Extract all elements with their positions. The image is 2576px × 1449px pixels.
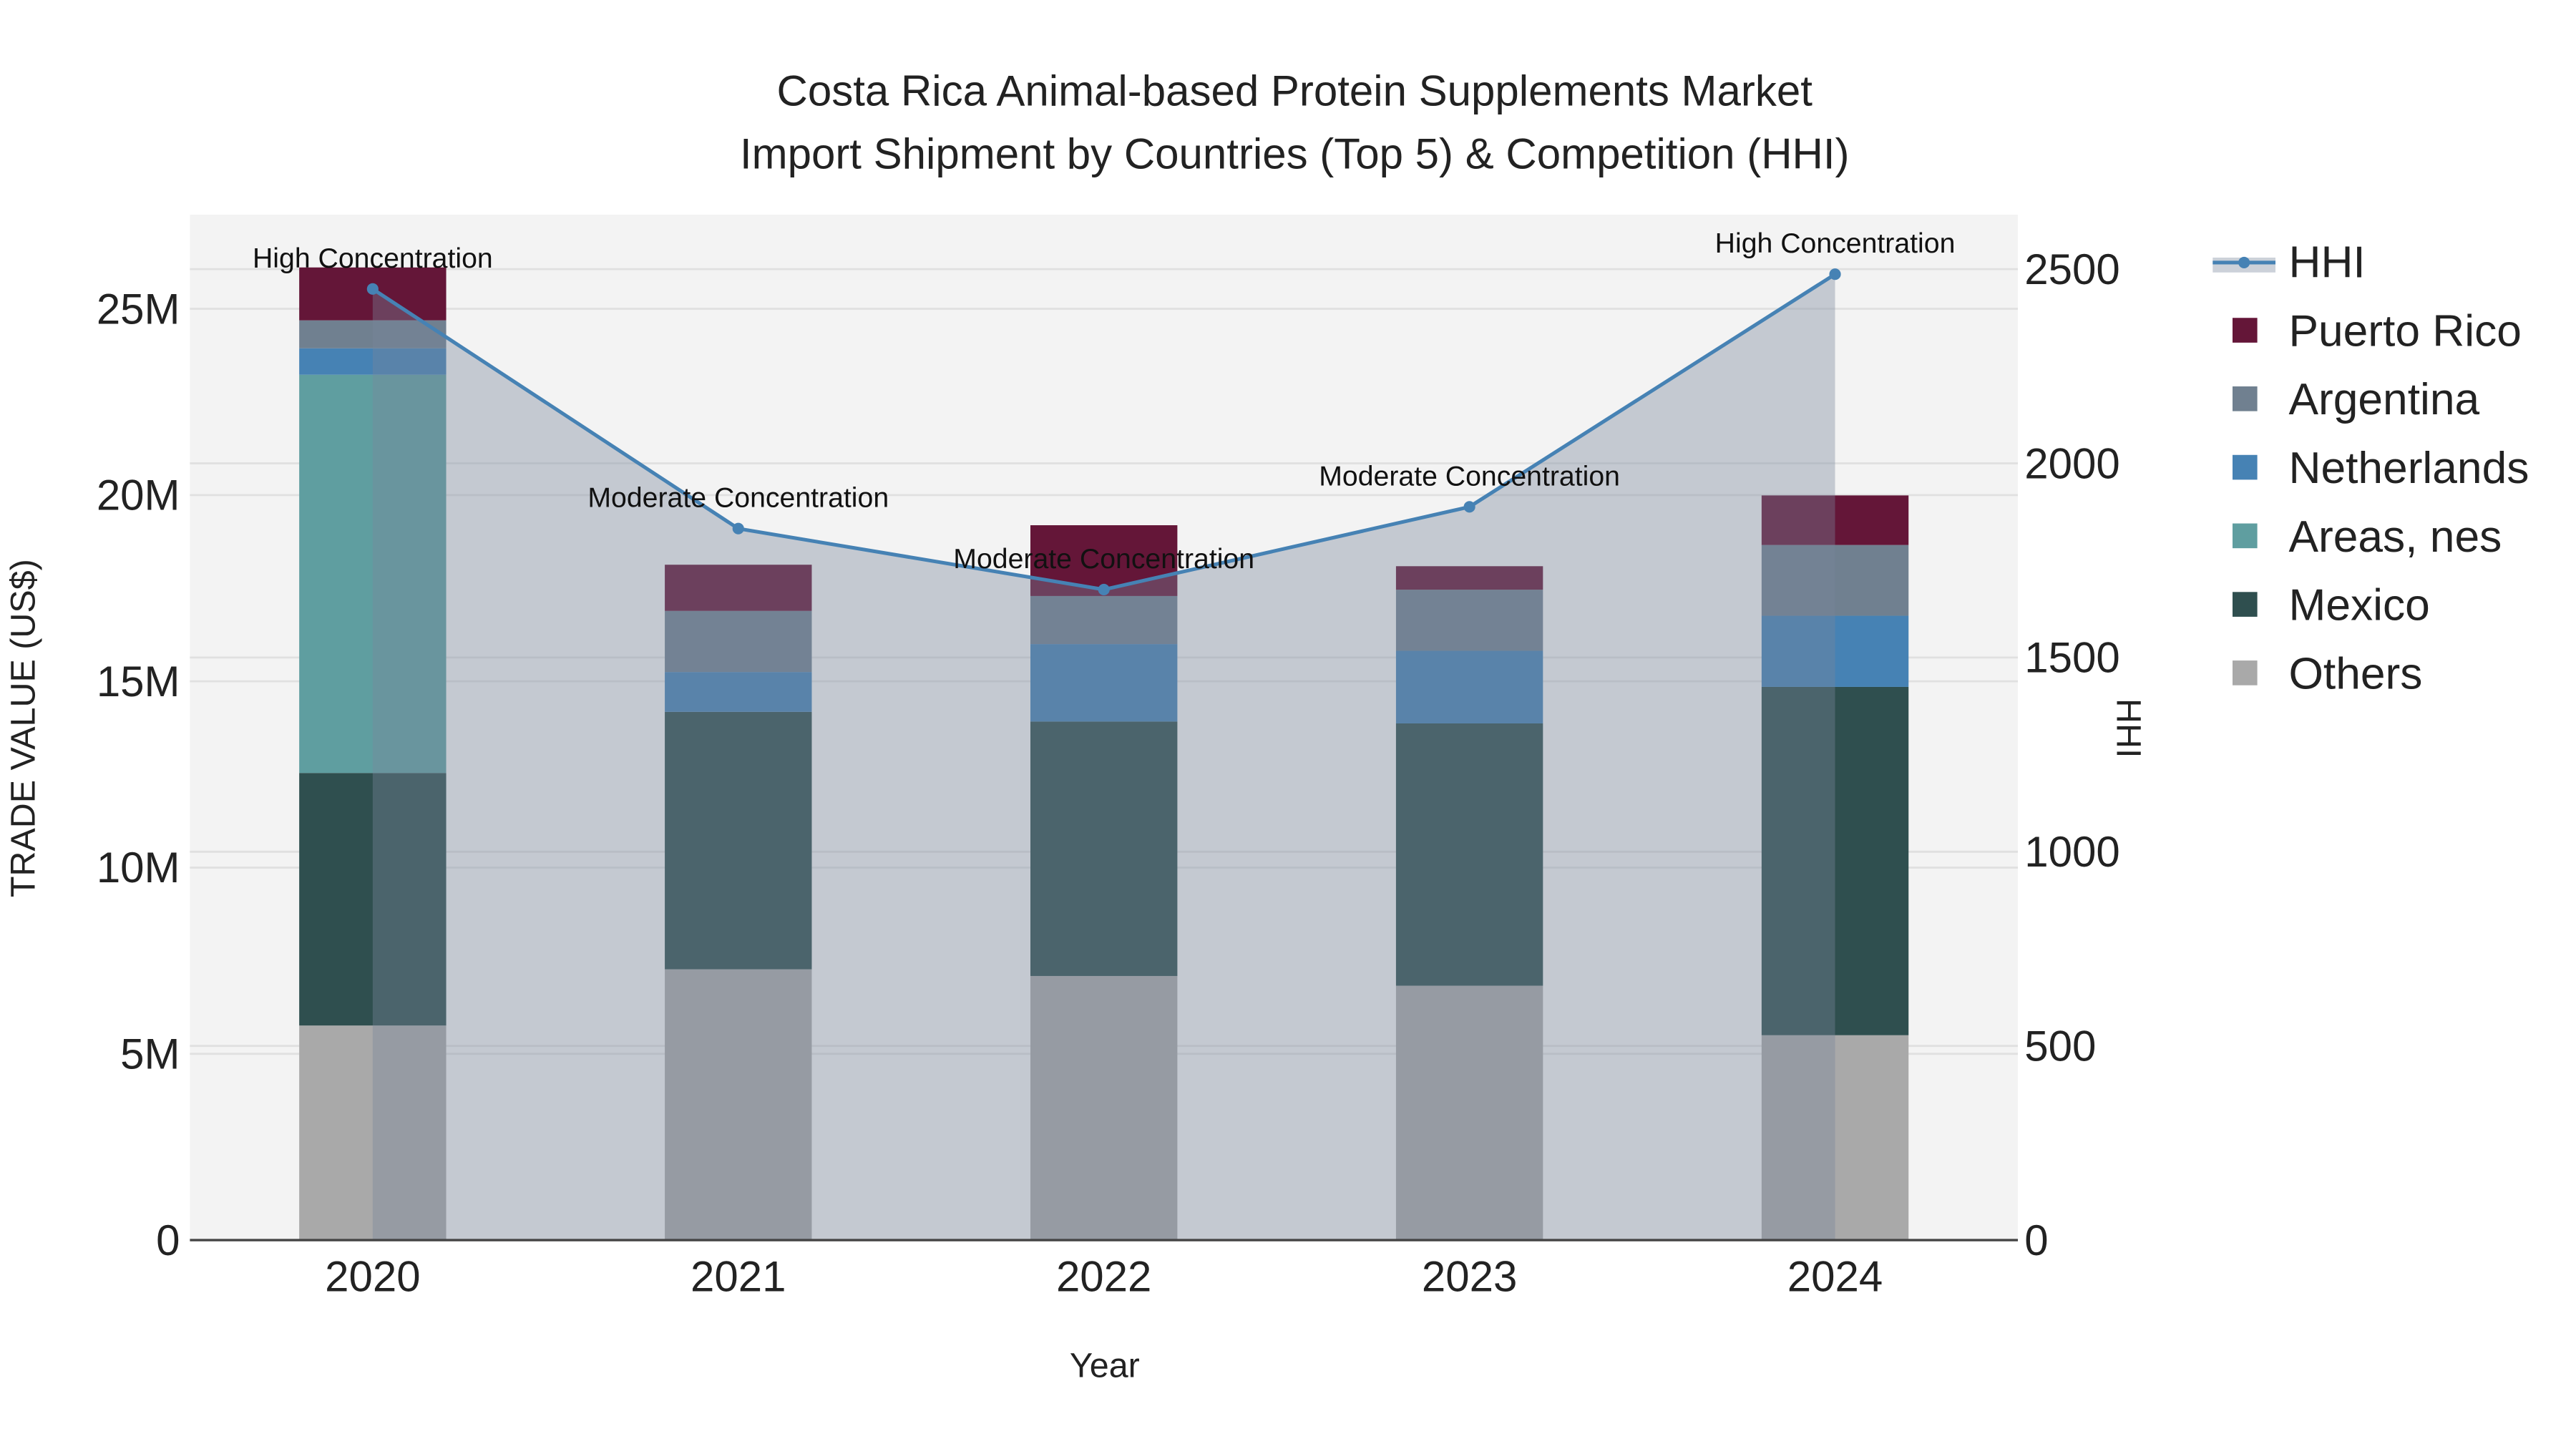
hhi-point-2024: [1829, 268, 1841, 280]
bar-puerto-rico-2023: [1395, 566, 1543, 590]
y2-tick-label: 0: [2024, 1216, 2048, 1264]
y-axis-label: TRADE VALUE (US$): [4, 559, 42, 897]
legend-label-hhi: HHI: [2288, 238, 2365, 288]
bar-others-2021: [665, 969, 812, 1241]
hhi-annotation-2024: High Concentration: [1715, 228, 1956, 259]
y-tick-label: 15M: [97, 658, 180, 706]
y-tick-label: 0: [156, 1216, 180, 1264]
bar-netherlands-2022: [1030, 644, 1178, 722]
hhi-point-2020: [366, 283, 379, 295]
legend-swatch-others: [2233, 660, 2258, 686]
x-axis-label: Year: [1070, 1347, 1140, 1385]
y-tick-label: 25M: [97, 285, 180, 333]
hhi-point-2023: [1463, 501, 1475, 513]
bar-mexico-2021: [665, 711, 812, 970]
bar-mexico-2020: [299, 773, 447, 1026]
hhi-series: High Concentration Moderate Concentration…: [253, 228, 1956, 1241]
bar-argentina-2024: [1761, 545, 1909, 616]
y-tick-label: 20M: [97, 472, 180, 519]
hhi-annotation-2023: Moderate Concentration: [1319, 460, 1620, 492]
bar-mexico-2023: [1395, 723, 1543, 986]
hhi-area: [372, 274, 1835, 1241]
legend: HHI Puerto Rico Argentina Netherlands Areas,…: [2212, 238, 2529, 698]
y-tick-label: 10M: [97, 844, 180, 892]
hhi-point-2022: [1098, 583, 1110, 596]
bar-argentina-2020: [299, 320, 447, 348]
bar-others-2020: [299, 1025, 447, 1241]
bars: [299, 267, 1909, 1241]
hhi-annotation-2022: Moderate Concentration: [953, 543, 1254, 575]
legend-label-puerto-rico: Puerto Rico: [2288, 306, 2521, 356]
legend-swatch-netherlands: [2233, 454, 2258, 480]
bar-netherlands-2020: [299, 348, 447, 375]
y2-tick-label: 1500: [2024, 634, 2119, 682]
legend-label-argentina: Argentina: [2288, 375, 2479, 424]
bar-others-2024: [1761, 1035, 1909, 1241]
legend-hhi-marker: [2238, 256, 2250, 268]
hhi-point-2021: [732, 522, 744, 535]
bar-puerto-rico-2024: [1761, 495, 1909, 545]
x-tick-label: 2021: [691, 1253, 786, 1301]
x-tick-label: 2022: [1056, 1253, 1151, 1301]
bar-argentina-2022: [1030, 595, 1178, 645]
y-tick-label: 5M: [120, 1030, 180, 1078]
x-tick-label: 2023: [1422, 1253, 1517, 1301]
bar-argentina-2021: [665, 610, 812, 673]
hhi-annotation-2021: Moderate Concentration: [587, 482, 889, 514]
y2-axis-label: HHI: [2109, 698, 2147, 758]
bar-netherlands-2023: [1395, 650, 1543, 723]
x-tick-label: 2020: [325, 1253, 420, 1301]
bar-areas-nes-2020: [299, 374, 447, 774]
legend-swatch-argentina: [2233, 386, 2258, 411]
bar-others-2023: [1395, 985, 1543, 1241]
tick-labels: 0 5M 10M 15M 20M 25M 0 500 1000 1500 2000 2500 2020 2…: [97, 245, 2120, 1301]
bar-puerto-rico-2021: [665, 565, 812, 611]
bar-argentina-2023: [1395, 590, 1543, 651]
bar-netherlands-2024: [1761, 615, 1909, 687]
legend-swatch-mexico: [2233, 592, 2258, 617]
bar-netherlands-2021: [665, 672, 812, 712]
x-tick-label: 2024: [1787, 1253, 1883, 1301]
bar-others-2022: [1030, 975, 1178, 1241]
legend-swatch-puerto-rico: [2233, 318, 2258, 343]
bar-mexico-2024: [1761, 686, 1909, 1035]
legend-label-areas-nes: Areas, nes: [2288, 512, 2502, 562]
legend-label-others: Others: [2288, 649, 2422, 698]
chart-title-line2: Import Shipment by Countries (Top 5) & C…: [740, 130, 1850, 177]
chart-title-line1: Costa Rica Animal-based Protein Suppleme…: [777, 67, 1813, 115]
hhi-annotation-2020: High Concentration: [253, 243, 493, 274]
legend-swatch-areas-nes: [2233, 523, 2258, 549]
y2-tick-label: 500: [2024, 1022, 2096, 1070]
bar-mexico-2022: [1030, 721, 1178, 976]
legend-label-netherlands: Netherlands: [2288, 444, 2529, 493]
y2-tick-label: 1000: [2024, 828, 2119, 876]
y2-tick-label: 2500: [2024, 245, 2119, 293]
y2-tick-label: 2000: [2024, 439, 2119, 487]
legend-label-mexico: Mexico: [2288, 581, 2429, 630]
